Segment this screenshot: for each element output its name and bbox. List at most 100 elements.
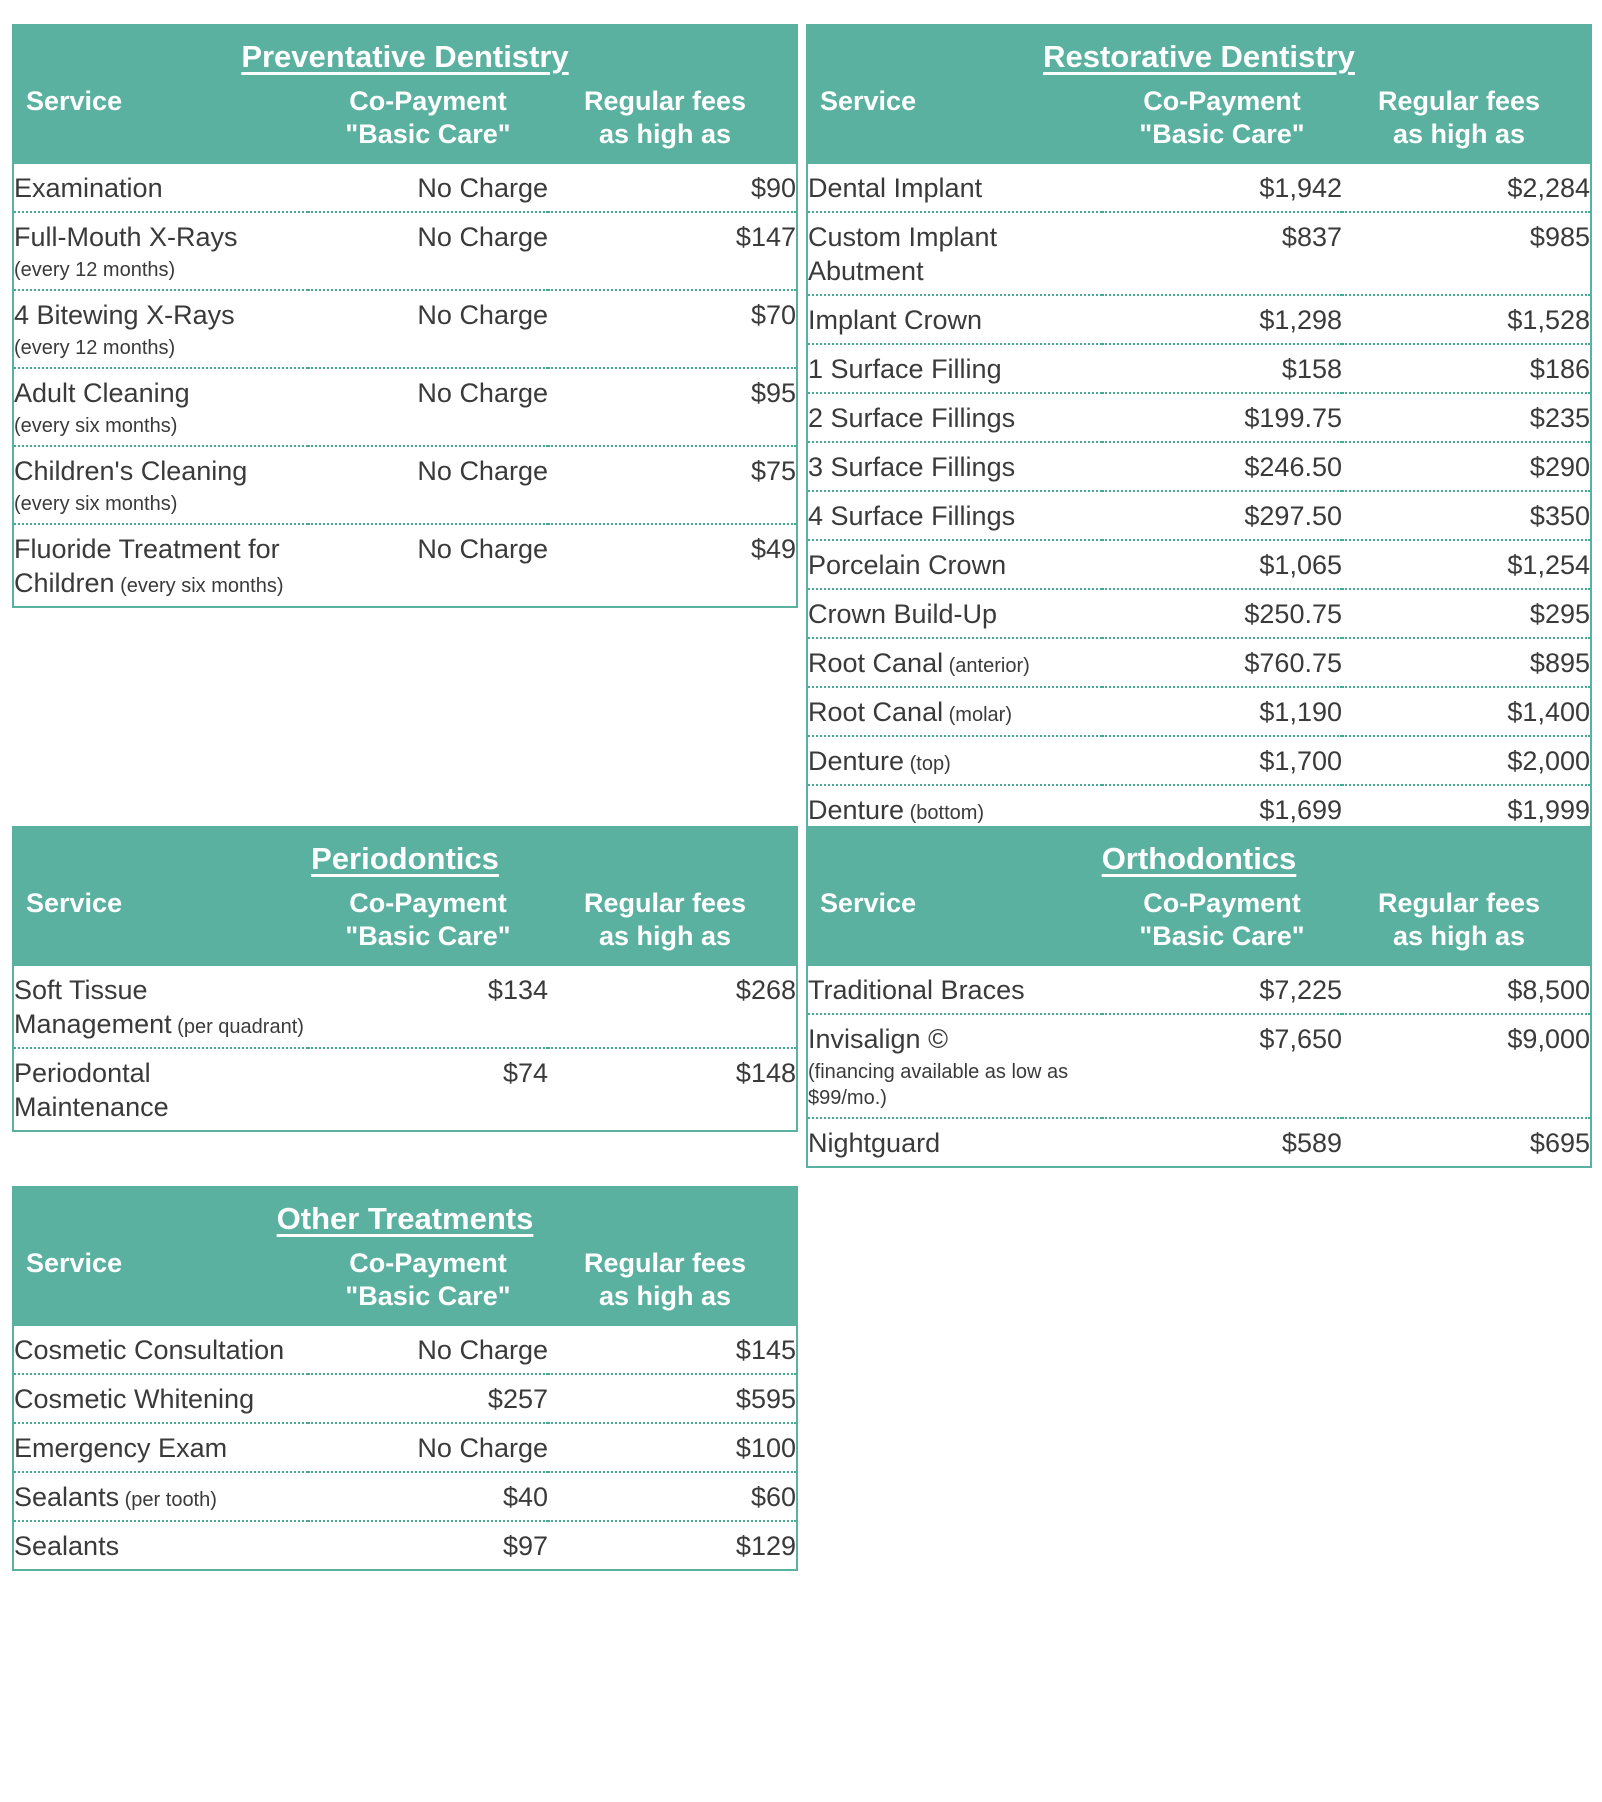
service-name: Cosmetic Whitening	[14, 1384, 255, 1414]
copay-value: $589	[1102, 1117, 1342, 1167]
service-name: Root Canal	[808, 697, 944, 727]
table-title: Orthodontics	[807, 827, 1591, 881]
service-note: (per quadrant)	[171, 1016, 304, 1038]
table-row: Fluoride Treatment for Children (every s…	[13, 523, 797, 607]
copay-column-header: Co-Payment "Basic Care"	[308, 79, 548, 164]
service-cell: Implant Crown	[807, 294, 1102, 344]
service-name: Children's Cleaning	[14, 456, 248, 486]
service-name: Implant Crown	[808, 305, 983, 335]
service-note: (every six months)	[14, 493, 178, 515]
service-name: Dental Implant	[808, 173, 983, 203]
table-row: 3 Surface Fillings $246.50 $290	[807, 441, 1591, 491]
regular-fee-value: $985	[1342, 211, 1591, 295]
service-cell: Denture (top)	[807, 735, 1102, 785]
table-title: Preventative Dentistry	[13, 25, 797, 79]
table-row: Dental Implant $1,942 $2,284	[807, 164, 1591, 212]
table-row: Root Canal (anterior) $760.75 $895	[807, 637, 1591, 687]
regular-fee-value: $268	[735, 975, 796, 1005]
table-row: Cosmetic Consultation No Charge $145	[13, 1326, 797, 1374]
service-column-header: Service	[13, 881, 308, 966]
fees-column-header: Regular fees as high as	[548, 79, 797, 164]
fees-column-header: Regular fees as high as	[1342, 881, 1591, 966]
service-cell: Full-Mouth X-Rays (every 12 months)	[13, 211, 308, 290]
service-cell: Adult Cleaning (every six months)	[13, 367, 308, 446]
table-row: Sealants $97 $129	[13, 1520, 797, 1570]
service-note: (every six months)	[14, 415, 178, 437]
regular-fee-value: $9,000	[1342, 1013, 1591, 1118]
table-row: Denture (top) $1,700 $2,000	[807, 735, 1591, 785]
table-row: Crown Build-Up $250.75 $295	[807, 588, 1591, 638]
service-column-header: Service	[807, 79, 1102, 164]
table-row: Adult Cleaning (every six months) No Char…	[13, 367, 797, 446]
copay-value: No Charge	[308, 289, 548, 368]
fees-column-header: Regular fees as high as	[1342, 79, 1591, 164]
regular-fee-value: $95	[548, 367, 797, 446]
copay-value: No Charge	[308, 445, 548, 524]
table-header: Other Treatments Service Co-Payment "Basi…	[13, 1187, 797, 1326]
service-name: Porcelain Crown	[808, 550, 1007, 580]
table-row: Porcelain Crown $1,065 $1,254	[807, 539, 1591, 589]
table-row: Custom Implant Abutment $837 $985	[807, 211, 1591, 295]
copay-value: No Charge	[308, 367, 548, 446]
service-cell: Cosmetic Whitening	[13, 1373, 308, 1423]
regular-fee-value: $295	[1342, 588, 1591, 638]
regular-fee-value: $2,284	[1507, 173, 1590, 203]
table-row: Implant Crown $1,298 $1,528	[807, 294, 1591, 344]
copay-value: No Charge	[308, 1422, 548, 1472]
table-row: Emergency Exam No Charge $100	[13, 1422, 797, 1472]
service-note: (every 12 months)	[14, 337, 176, 359]
service-name: Examination	[14, 173, 163, 203]
copay-value: $158	[1102, 343, 1342, 393]
service-cell: Nightguard	[807, 1117, 1102, 1167]
service-name: Full-Mouth X-Rays	[14, 222, 238, 252]
copay-value: $257	[308, 1373, 548, 1423]
copay-column-header: Co-Payment "Basic Care"	[308, 881, 548, 966]
service-name: Traditional Braces	[808, 975, 1025, 1005]
regular-fee-value: $145	[735, 1335, 796, 1365]
service-name: Adult Cleaning	[14, 378, 190, 408]
table-body: Soft Tissue Management (per quadrant) $1…	[13, 966, 797, 1131]
table-row: Examination No Charge $90	[13, 164, 797, 212]
table-header: Preventative Dentistry Service Co-Paymen…	[13, 25, 797, 164]
copay-value: No Charge	[417, 1335, 548, 1365]
copay-value: $134	[487, 975, 548, 1005]
table-preventative-dentistry: Preventative Dentistry Service Co-Paymen…	[12, 24, 798, 608]
regular-fee-value: $100	[548, 1422, 797, 1472]
copay-column-header: Co-Payment "Basic Care"	[308, 1241, 548, 1326]
service-cell: Cosmetic Consultation	[13, 1326, 308, 1374]
regular-fee-value: $70	[548, 289, 797, 368]
service-note: (every 12 months)	[14, 259, 176, 281]
service-note: (anterior)	[943, 655, 1030, 677]
service-name: Custom Implant Abutment	[808, 222, 998, 286]
regular-fee-value: $90	[750, 173, 796, 203]
table-row: 2 Surface Fillings $199.75 $235	[807, 392, 1591, 442]
table-body: Examination No Charge $90 Full-Mouth X-R…	[13, 164, 797, 607]
table-title: Restorative Dentistry	[807, 25, 1591, 79]
copay-value: $7,225	[1259, 975, 1342, 1005]
service-cell: Root Canal (anterior)	[807, 637, 1102, 687]
service-cell: Emergency Exam	[13, 1422, 308, 1472]
service-name: 4 Bitewing X-Rays	[14, 300, 235, 330]
service-column-header: Service	[13, 79, 308, 164]
regular-fee-value: $148	[548, 1047, 797, 1131]
service-cell: Soft Tissue Management (per quadrant)	[13, 966, 308, 1048]
service-name: 4 Surface Fillings	[808, 501, 1016, 531]
regular-fee-value: $290	[1342, 441, 1591, 491]
regular-fee-value: $49	[548, 523, 797, 607]
service-cell: 4 Bitewing X-Rays (every 12 months)	[13, 289, 308, 368]
regular-fee-value: $1,254	[1342, 539, 1591, 589]
service-cell: Fluoride Treatment for Children (every s…	[13, 523, 308, 607]
service-name: Denture	[808, 795, 905, 825]
copay-value: $199.75	[1102, 392, 1342, 442]
copay-value: $1,190	[1102, 686, 1342, 736]
service-cell: Dental Implant	[807, 164, 1102, 212]
copay-value: $74	[308, 1047, 548, 1131]
table-row: Periodontal Maintenance $74 $148	[13, 1047, 797, 1131]
regular-fee-value: $75	[548, 445, 797, 524]
service-cell: Periodontal Maintenance	[13, 1047, 308, 1131]
service-cell: 3 Surface Fillings	[807, 441, 1102, 491]
copay-value: $1,942	[1259, 173, 1342, 203]
service-note: (per tooth)	[119, 1489, 217, 1511]
service-name: Emergency Exam	[14, 1433, 228, 1463]
